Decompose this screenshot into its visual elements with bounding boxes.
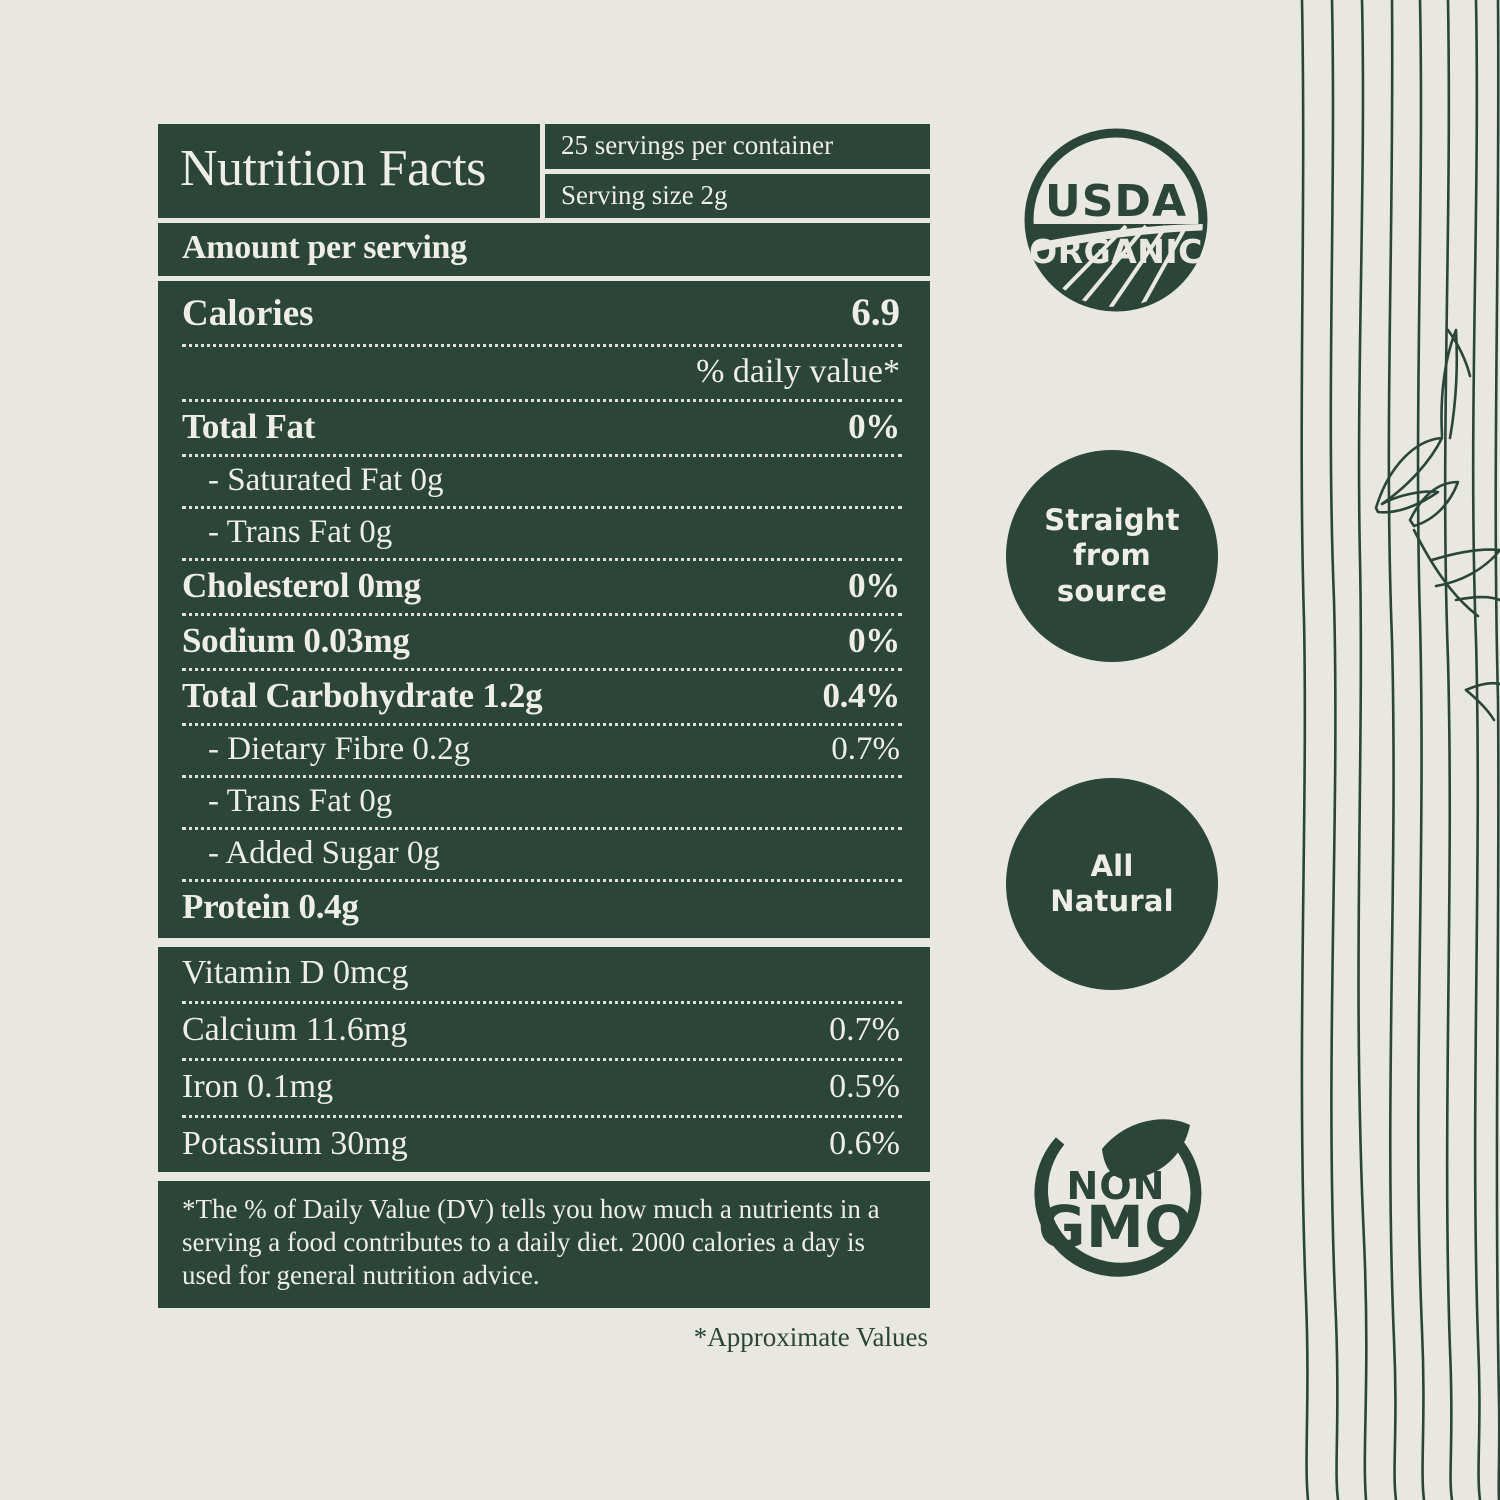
badge-line: All	[1090, 848, 1134, 883]
panel-title-cell: Nutrition Facts	[158, 124, 540, 218]
calories-label: Calories	[182, 293, 314, 335]
row-separator	[182, 1001, 902, 1005]
badge-line: from	[1073, 538, 1151, 573]
non-gmo-line1: NON	[1067, 1164, 1166, 1208]
table-row: Protein 0.4g	[158, 882, 930, 934]
badge-line: Natural	[1050, 884, 1174, 918]
row-separator	[182, 344, 902, 348]
plant-line-art-svg	[1300, 0, 1500, 1500]
table-row: - Saturated Fat 0g	[158, 457, 930, 506]
divider	[158, 218, 930, 224]
row-separator	[182, 879, 902, 883]
nutrient-value: 0%	[848, 621, 900, 661]
nutrition-facts-panel: Nutrition Facts 25 servings per containe…	[158, 124, 930, 1353]
table-row: Calcium 11.6mg 0.7%	[158, 1004, 930, 1058]
nutrient-label: Cholesterol 0mg	[182, 566, 421, 606]
row-separator	[182, 558, 902, 562]
mineral-value: 0.6%	[829, 1125, 900, 1163]
usda-seal-line1: USDA	[1045, 176, 1187, 227]
row-separator	[182, 827, 902, 831]
badge-label: Straight from source	[1044, 503, 1179, 609]
row-separator	[182, 1058, 902, 1062]
minerals-rows-block: Vitamin D 0mcg Calcium 11.6mg 0.7% Iron …	[158, 947, 930, 1173]
row-separator	[182, 613, 902, 617]
non-gmo-line2: GMO	[1038, 1193, 1194, 1261]
nutrient-label: - Dietary Fibre 0.2g	[208, 731, 471, 768]
table-row: - Added Sugar 0g	[158, 830, 930, 879]
usda-seal-line2: ORGANIC	[1029, 232, 1203, 271]
approximate-values-note: *Approximate Values	[693, 1322, 928, 1353]
mineral-value: 0.5%	[829, 1068, 900, 1106]
daily-value-header-row: % daily value*	[158, 347, 930, 399]
panel-header: Nutrition Facts 25 servings per containe…	[158, 124, 930, 219]
table-row: Sodium 0.03mg 0%	[158, 616, 930, 668]
row-separator	[182, 723, 902, 727]
mineral-label: Potassium 30mg	[182, 1125, 408, 1163]
table-row: - Trans Fat 0g	[158, 778, 930, 827]
table-row: Total Carbohydrate 1.2g 0.4%	[158, 671, 930, 723]
calories-value: 6.9	[851, 291, 900, 335]
mineral-label: Iron 0.1mg	[182, 1068, 334, 1106]
table-row: Iron 0.1mg 0.5%	[158, 1061, 930, 1115]
divider	[158, 938, 930, 948]
mineral-label: Calcium 11.6mg	[182, 1011, 408, 1049]
nutrient-value: 0%	[848, 566, 900, 606]
nutrient-value: 0%	[848, 407, 900, 447]
amount-per-serving-header: Amount per serving	[158, 223, 930, 277]
serving-size: Serving size 2g	[561, 179, 728, 210]
usda-organic-seal-svg: USDA ORGANIC	[1024, 128, 1208, 312]
serving-info-cell: 25 servings per container Serving size 2…	[545, 124, 930, 218]
mineral-label: Vitamin D 0mcg	[182, 954, 409, 992]
row-separator	[182, 668, 902, 672]
serving-divider	[545, 168, 930, 174]
table-row: Potassium 30mg 0.6%	[158, 1118, 930, 1172]
nutrient-label: Total Carbohydrate 1.2g	[182, 676, 543, 716]
row-separator	[182, 506, 902, 510]
mineral-value: 0.7%	[829, 1011, 900, 1049]
nutrient-label: Sodium 0.03mg	[182, 621, 410, 661]
row-separator	[182, 1115, 902, 1119]
table-row: Calories 6.9	[158, 281, 930, 344]
nutrient-label: Protein 0.4g	[182, 887, 359, 927]
nutrient-rows-block: Calories 6.9 % daily value* Total Fat 0%…	[158, 281, 930, 939]
badge-circle: Straight from source	[1006, 450, 1218, 662]
nutrient-label: - Trans Fat 0g	[208, 783, 393, 820]
table-row: Cholesterol 0mg 0%	[158, 561, 930, 613]
nutrient-label: Total Fat	[182, 407, 316, 447]
straight-from-source-badge: Straight from source	[1006, 450, 1218, 662]
nutrient-label: - Added Sugar 0g	[208, 835, 440, 872]
row-separator	[182, 775, 902, 779]
nutrient-label: - Trans Fat 0g	[208, 514, 393, 551]
divider	[158, 276, 930, 282]
nutrient-label: - Saturated Fat 0g	[208, 462, 444, 499]
table-row: - Trans Fat 0g	[158, 509, 930, 558]
daily-value-header: % daily value*	[696, 353, 900, 391]
divider	[158, 1172, 930, 1182]
leaf-icon	[1102, 1119, 1190, 1180]
header-vertical-divider	[540, 124, 545, 219]
page-title: Nutrition Facts	[180, 140, 486, 198]
usda-organic-seal: USDA ORGANIC	[1016, 120, 1216, 325]
non-gmo-badge-svg: NON GMO	[1034, 1119, 1202, 1277]
all-natural-badge: All Natural	[1006, 778, 1218, 990]
table-row: Total Fat 0%	[158, 402, 930, 454]
badge-line: Straight	[1044, 502, 1180, 537]
badge-circle: All Natural	[1006, 778, 1218, 990]
non-gmo-badge: NON GMO	[1014, 1095, 1219, 1305]
row-separator	[182, 399, 902, 403]
daily-value-footnote: *The % of Daily Value (DV) tells you how…	[158, 1181, 930, 1309]
servings-per-container: 25 servings per container	[561, 130, 834, 160]
badge-label: All Natural	[1050, 849, 1174, 920]
nutrient-value: 0.4%	[822, 676, 900, 716]
table-row: - Dietary Fibre 0.2g 0.7%	[158, 726, 930, 775]
nutrient-value: 0.7%	[831, 731, 900, 768]
badge-line: source	[1056, 573, 1168, 608]
plant-illustration	[1280, 0, 1500, 1500]
row-separator	[182, 454, 902, 458]
table-row: Vitamin D 0mcg	[158, 947, 930, 1001]
